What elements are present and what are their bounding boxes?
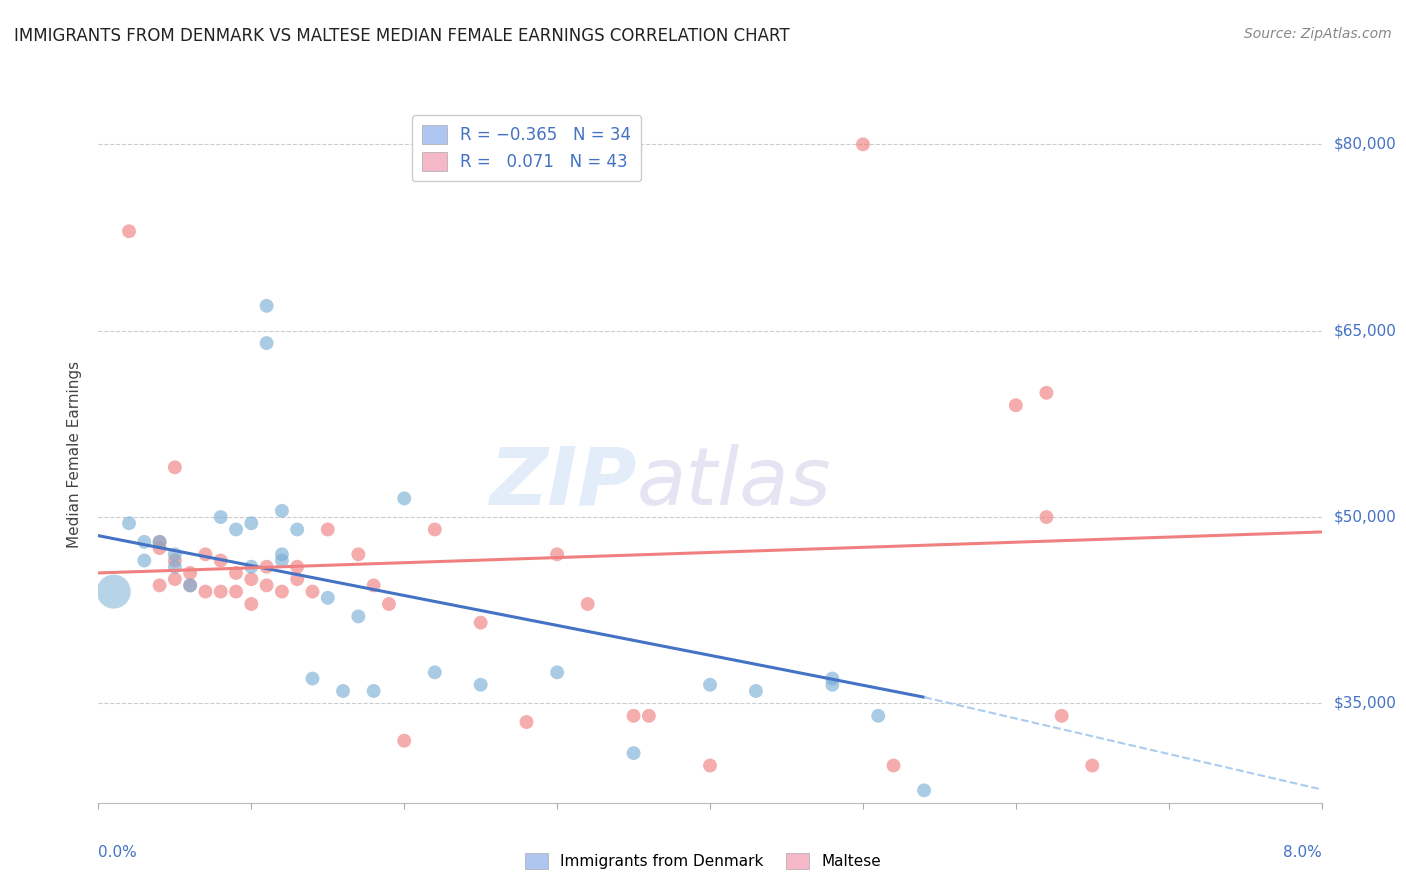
Point [1035, 510, 1057, 524]
Text: $80,000: $80,000 [1334, 136, 1396, 152]
Point [118, 516, 141, 531]
Point [363, 578, 385, 592]
Point [179, 566, 201, 580]
Point [285, 572, 308, 586]
Text: $50,000: $50,000 [1334, 509, 1396, 524]
Point [134, 534, 156, 549]
Point [163, 572, 186, 586]
Point [149, 534, 172, 549]
Point [163, 460, 186, 475]
Point [194, 584, 217, 599]
Point [745, 684, 768, 698]
Point [1050, 708, 1073, 723]
Point [423, 523, 446, 537]
Point [332, 684, 354, 698]
Point [149, 578, 172, 592]
Point [225, 566, 247, 580]
Point [821, 672, 844, 686]
Point [270, 584, 294, 599]
Text: $65,000: $65,000 [1334, 323, 1396, 338]
Point [637, 708, 661, 723]
Point [285, 559, 308, 574]
Point [699, 758, 721, 772]
Point [852, 137, 875, 152]
Point [270, 553, 294, 567]
Point [103, 584, 125, 599]
Point [256, 336, 278, 351]
Point [868, 708, 890, 723]
Point [149, 541, 172, 555]
Point [256, 299, 278, 313]
Point [821, 678, 844, 692]
Point [347, 547, 370, 561]
Point [270, 547, 294, 561]
Point [240, 572, 263, 586]
Point [316, 591, 339, 605]
Point [546, 547, 568, 561]
Point [392, 491, 416, 506]
Point [163, 559, 186, 574]
Point [134, 553, 156, 567]
Point [1035, 385, 1057, 400]
Text: $35,000: $35,000 [1334, 696, 1396, 711]
Point [163, 547, 186, 561]
Point [285, 523, 308, 537]
Point [470, 615, 492, 630]
Point [516, 714, 538, 729]
Point [194, 547, 217, 561]
Text: atlas: atlas [637, 443, 831, 522]
Point [179, 578, 201, 592]
Point [1004, 398, 1026, 412]
Point [179, 578, 201, 592]
Point [118, 224, 141, 238]
Point [378, 597, 401, 611]
Point [316, 523, 339, 537]
Text: IMMIGRANTS FROM DENMARK VS MALTESE MEDIAN FEMALE EARNINGS CORRELATION CHART: IMMIGRANTS FROM DENMARK VS MALTESE MEDIA… [14, 27, 790, 45]
Point [163, 553, 186, 567]
Point [209, 584, 232, 599]
Point [423, 665, 446, 680]
Text: ZIP: ZIP [489, 443, 637, 522]
Point [225, 523, 247, 537]
Point [392, 733, 416, 747]
Point [270, 504, 294, 518]
Point [470, 678, 492, 692]
Point [912, 783, 935, 797]
Text: 8.0%: 8.0% [1282, 845, 1322, 860]
Point [347, 609, 370, 624]
Point [256, 578, 278, 592]
Point [240, 516, 263, 531]
Legend: R = −0.365   N = 34, R =   0.071   N = 43: R = −0.365 N = 34, R = 0.071 N = 43 [412, 115, 641, 181]
Y-axis label: Median Female Earnings: Median Female Earnings [67, 361, 83, 549]
Point [699, 678, 721, 692]
Point [576, 597, 599, 611]
Point [256, 559, 278, 574]
Point [301, 672, 323, 686]
Point [623, 746, 645, 760]
Text: 0.0%: 0.0% [98, 845, 138, 860]
Point [209, 553, 232, 567]
Point [363, 684, 385, 698]
Point [149, 534, 172, 549]
Text: Source: ZipAtlas.com: Source: ZipAtlas.com [1244, 27, 1392, 41]
Legend: Immigrants from Denmark, Maltese: Immigrants from Denmark, Maltese [519, 847, 887, 875]
Point [301, 584, 323, 599]
Point [623, 708, 645, 723]
Point [883, 758, 905, 772]
Point [209, 510, 232, 524]
Point [240, 597, 263, 611]
Point [240, 559, 263, 574]
Point [1081, 758, 1104, 772]
Point [225, 584, 247, 599]
Point [546, 665, 568, 680]
